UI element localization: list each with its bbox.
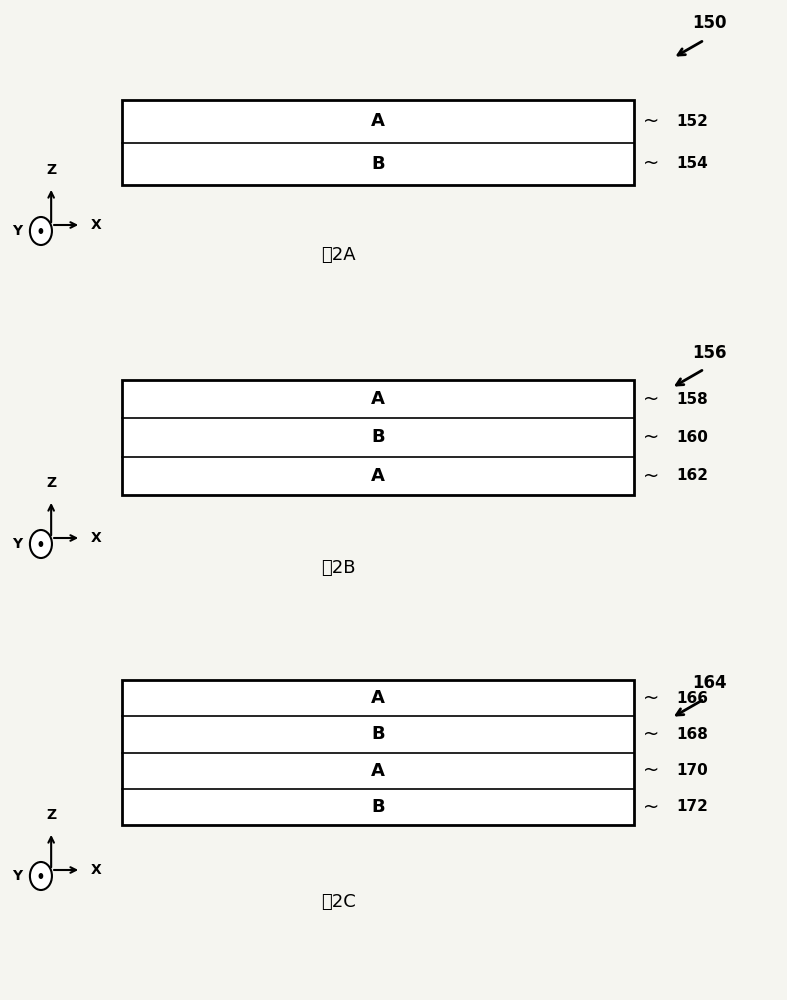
Bar <box>122 380 634 495</box>
Text: 166: 166 <box>676 691 708 706</box>
Text: A: A <box>371 390 385 408</box>
Text: ~: ~ <box>643 390 660 409</box>
Circle shape <box>39 873 43 879</box>
Text: 162: 162 <box>676 468 708 483</box>
Text: 172: 172 <box>676 799 708 814</box>
Text: 160: 160 <box>676 430 708 445</box>
Text: 156: 156 <box>693 344 727 362</box>
Text: 150: 150 <box>693 14 727 32</box>
Text: ~: ~ <box>643 797 660 816</box>
Text: 158: 158 <box>676 392 708 407</box>
Circle shape <box>30 862 52 890</box>
Text: Y: Y <box>12 224 22 238</box>
Text: X: X <box>91 863 102 877</box>
Circle shape <box>39 541 43 547</box>
Circle shape <box>39 228 43 234</box>
Text: 164: 164 <box>693 674 727 692</box>
Text: ~: ~ <box>643 761 660 780</box>
Text: Z: Z <box>46 163 56 177</box>
Text: B: B <box>371 798 385 816</box>
Text: 图2B: 图2B <box>321 559 356 577</box>
Bar <box>122 380 634 495</box>
Text: 154: 154 <box>676 156 708 171</box>
Text: ~: ~ <box>643 466 660 485</box>
Text: X: X <box>91 218 102 232</box>
Text: Z: Z <box>46 476 56 490</box>
Text: Y: Y <box>12 869 22 883</box>
Bar <box>122 100 634 185</box>
Text: 152: 152 <box>676 114 708 129</box>
Text: A: A <box>371 689 385 707</box>
Text: 170: 170 <box>676 763 708 778</box>
Text: Z: Z <box>46 808 56 822</box>
Bar <box>122 100 634 185</box>
Bar <box>122 680 634 825</box>
Text: X: X <box>91 531 102 545</box>
Text: A: A <box>371 467 385 485</box>
Text: 168: 168 <box>676 727 708 742</box>
Text: Y: Y <box>12 537 22 551</box>
Text: B: B <box>371 428 385 446</box>
Text: A: A <box>371 112 385 130</box>
Text: B: B <box>371 155 385 173</box>
Text: ~: ~ <box>643 725 660 744</box>
Text: 图2A: 图2A <box>321 246 356 264</box>
Bar <box>122 680 634 825</box>
Text: B: B <box>371 725 385 743</box>
Circle shape <box>30 217 52 245</box>
Text: ~: ~ <box>643 689 660 708</box>
Text: 图2C: 图2C <box>321 893 356 911</box>
Text: ~: ~ <box>643 112 660 131</box>
Text: ~: ~ <box>643 154 660 173</box>
Text: ~: ~ <box>643 428 660 447</box>
Circle shape <box>30 530 52 558</box>
Text: A: A <box>371 762 385 780</box>
